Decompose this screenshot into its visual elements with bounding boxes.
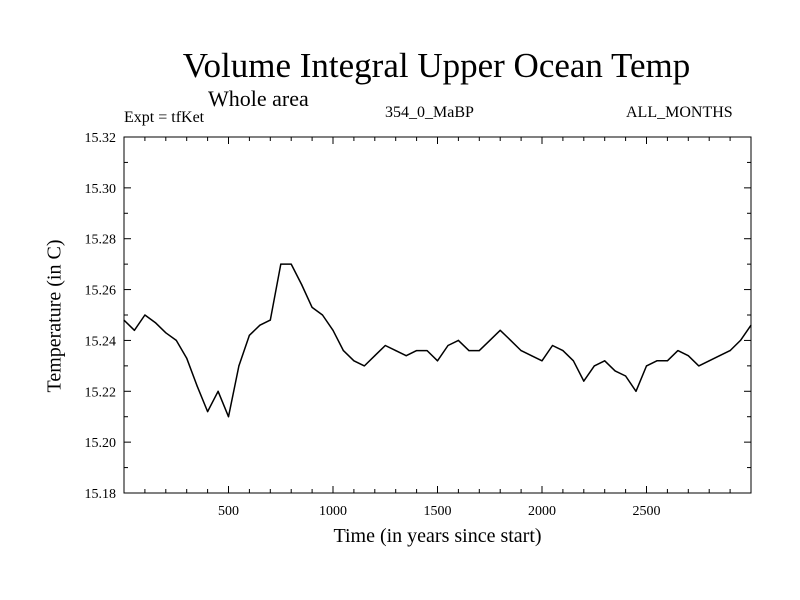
data-point: [489, 339, 491, 341]
data-point: [530, 355, 533, 357]
data-point: [572, 360, 575, 362]
data-point: [342, 350, 344, 352]
data-point: [186, 357, 188, 359]
data-point: [321, 314, 324, 316]
data-point: [698, 365, 700, 367]
data-point: [290, 263, 292, 265]
data-point: [593, 365, 595, 367]
data-point: [259, 324, 261, 326]
data-point: [144, 314, 146, 316]
data-point: [238, 365, 240, 367]
data-point: [656, 360, 658, 362]
y-tick-label: 15.24: [85, 334, 117, 349]
y-tick-label: 15.28: [85, 233, 117, 248]
data-point: [645, 365, 648, 367]
data-point: [457, 339, 459, 341]
data-point: [165, 332, 167, 334]
data-point: [269, 319, 271, 321]
x-tick-label: 2000: [528, 504, 556, 519]
data-point: [708, 360, 710, 362]
data-point: [499, 329, 501, 331]
data-point: [520, 350, 522, 352]
x-tick-label: 500: [218, 504, 239, 519]
data-point: [353, 360, 355, 362]
y-tick-label: 15.20: [85, 436, 117, 451]
y-axis-label: Temperature (in C): [43, 239, 66, 393]
period-label: ALL_MONTHS: [626, 104, 733, 121]
data-point: [729, 350, 731, 352]
data-point: [405, 355, 407, 357]
data-point: [374, 355, 376, 357]
data-point: [436, 360, 439, 362]
data-point: [363, 365, 365, 367]
data-point: [625, 375, 627, 377]
data-point: [196, 385, 198, 387]
data-point: [478, 350, 480, 352]
chart-title: Volume Integral Upper Ocean Temp: [182, 46, 691, 85]
x-axis-label: Time (in years since start): [333, 525, 542, 547]
experiment-label: Expt = tfKet: [124, 109, 205, 126]
data-point: [384, 344, 386, 347]
data-point: [133, 329, 135, 331]
run-label: 354_0_MaBP: [385, 104, 474, 121]
data-point: [217, 390, 219, 392]
data-point: [677, 350, 679, 352]
data-point: [583, 380, 585, 382]
data-point: [207, 411, 209, 413]
x-tick-label: 1500: [424, 504, 452, 519]
data-point: [416, 350, 418, 352]
data-point: [426, 350, 428, 352]
x-tick-label: 1000: [319, 504, 347, 519]
data-point: [154, 322, 156, 324]
x-tick-label: 2500: [633, 504, 661, 519]
data-point: [541, 360, 543, 362]
data-point: [447, 344, 449, 347]
data-point: [614, 370, 616, 372]
data-point: [280, 263, 282, 265]
data-point: [739, 339, 742, 341]
data-point: [468, 350, 470, 352]
data-point: [510, 339, 512, 341]
y-tick-label: 15.26: [85, 284, 117, 299]
data-point: [175, 339, 177, 341]
plot-area-frame: [123, 136, 752, 494]
data-point: [301, 283, 303, 286]
y-tick-label: 15.22: [85, 385, 117, 400]
series-line-0: [123, 263, 752, 418]
data-point: [604, 360, 606, 362]
y-tick-label: 15.30: [85, 182, 117, 197]
data-point: [332, 329, 334, 331]
data-point: [687, 355, 689, 357]
y-tick-label: 15.32: [85, 131, 117, 146]
y-tick-label: 15.18: [85, 487, 117, 502]
data-point: [719, 355, 721, 357]
data-point: [666, 360, 669, 362]
data-point: [395, 350, 397, 352]
data-point: [562, 350, 564, 352]
data-point: [635, 390, 637, 392]
data-point: [227, 416, 230, 418]
chart-subtitle: Whole area: [208, 86, 309, 111]
data-point: [248, 334, 250, 336]
data-point: [551, 344, 554, 347]
data-point: [311, 306, 313, 308]
